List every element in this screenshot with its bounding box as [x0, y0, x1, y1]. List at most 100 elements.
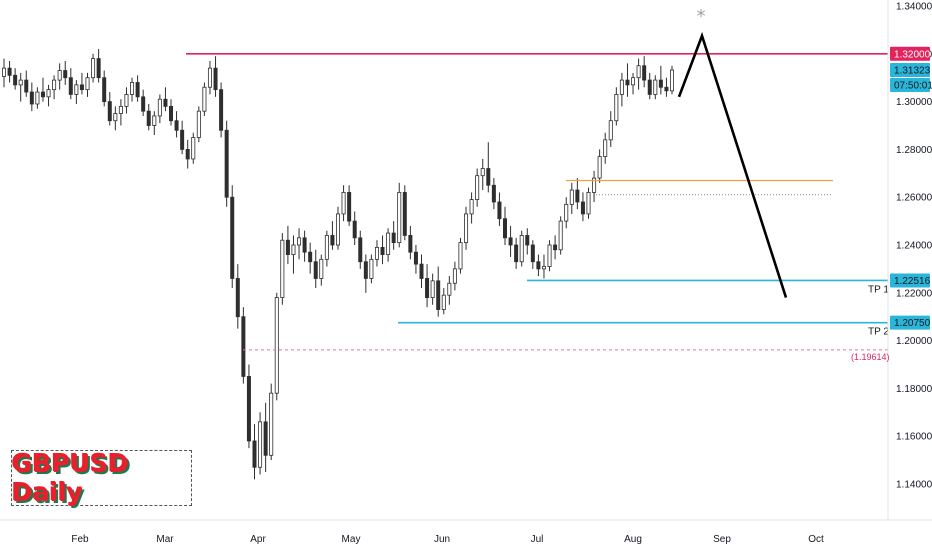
candle [285, 225, 290, 265]
candle [113, 106, 118, 131]
x-tick-label: Aug [624, 534, 642, 545]
candle-body-down [246, 376, 251, 442]
badge-countdown-text: 07:50:01 [894, 80, 932, 91]
candle [258, 412, 263, 475]
candle-body-up [603, 139, 608, 157]
candle-body-down [213, 67, 218, 91]
candle [74, 80, 79, 104]
candle [141, 89, 146, 116]
candle [202, 82, 207, 116]
candle-body-up [447, 282, 452, 296]
candle [29, 82, 34, 112]
candle-body-up [35, 91, 40, 105]
candle-body-down [168, 105, 173, 122]
candle-body-down [402, 192, 407, 236]
y-tick-label: 1.18000 [896, 384, 932, 395]
badge-countdown-bg [890, 77, 930, 92]
y-tick-label: 1.26000 [896, 193, 932, 204]
candle-body-up [74, 84, 79, 95]
candle [263, 402, 268, 473]
candle [40, 77, 45, 102]
candle-body-down [224, 129, 229, 198]
candle [625, 63, 630, 97]
x-tick-label: Sep [713, 534, 731, 545]
candle [636, 58, 641, 90]
y-tick-label: 1.22000 [896, 288, 932, 299]
candle [402, 185, 407, 241]
candles-layer [2, 49, 675, 480]
candle-body-up [157, 98, 162, 117]
candle [469, 192, 474, 224]
candle-body-up [2, 67, 7, 77]
candle [608, 111, 613, 148]
candle-body-down [79, 84, 84, 91]
candle-body-up [386, 232, 391, 255]
candle-body-up [441, 294, 446, 310]
candle-body-up [480, 168, 485, 177]
candle-body-up [124, 94, 129, 107]
candle-body-up [152, 115, 157, 126]
candle-body-up [207, 67, 212, 88]
candle [670, 65, 675, 95]
candle-body-up [653, 79, 658, 95]
candle [447, 276, 452, 305]
candle [118, 99, 123, 126]
candle [413, 245, 418, 274]
badge-tp2-text: 1.20750 [894, 318, 931, 329]
candle-body-up [52, 79, 57, 91]
candle-body-up [558, 220, 563, 251]
candle [631, 72, 636, 95]
candle [146, 103, 151, 131]
candle [408, 225, 413, 260]
candle [57, 63, 62, 90]
candle-body-down [102, 77, 107, 102]
candle [458, 237, 463, 274]
candle [553, 235, 558, 260]
candle-body-up [519, 235, 524, 263]
candle-body-down [235, 278, 240, 318]
price-badges: 1.32000 1.31323 07:50:01 1.22516 1.20750 (1.1… [851, 46, 932, 362]
candle-body-down [24, 79, 29, 93]
candle-body-up [324, 235, 329, 260]
projection-layer: * [677, 6, 788, 298]
candle [180, 120, 185, 155]
candle [274, 292, 279, 401]
candle [614, 87, 619, 126]
candle-body-down [347, 192, 352, 222]
candle [68, 68, 73, 100]
candle [580, 192, 585, 222]
candle [430, 273, 435, 305]
candle [491, 178, 496, 210]
candle [525, 228, 530, 255]
y-tick-label: 1.28000 [896, 145, 932, 156]
candle [308, 242, 313, 274]
candle [380, 235, 385, 265]
candle-body-up [130, 82, 135, 95]
candle [246, 364, 251, 449]
candle [280, 233, 285, 305]
candle [269, 383, 274, 461]
candle-body-down [180, 129, 185, 150]
x-tick-label: Mar [156, 534, 174, 545]
candle-body-up [475, 175, 480, 200]
candle-body-down [68, 77, 73, 95]
projection-marker: * [697, 6, 706, 27]
candle [207, 60, 212, 95]
candle [347, 185, 352, 226]
candle [330, 221, 335, 250]
candle [7, 60, 12, 83]
candle [497, 192, 502, 226]
candle-body-down [141, 96, 146, 112]
candle-body-up [547, 244, 552, 267]
candle-body-down [285, 239, 290, 255]
candle-body-down [313, 261, 318, 279]
x-tick-label: Apr [250, 534, 266, 545]
candle [647, 72, 652, 100]
candle [664, 77, 669, 97]
badge-tp1-bg [890, 273, 930, 288]
candle-body-up [458, 242, 463, 270]
candle [441, 288, 446, 315]
badge-level-1-text: 1.32000 [894, 49, 931, 60]
candle [163, 87, 168, 112]
candle [85, 72, 90, 97]
